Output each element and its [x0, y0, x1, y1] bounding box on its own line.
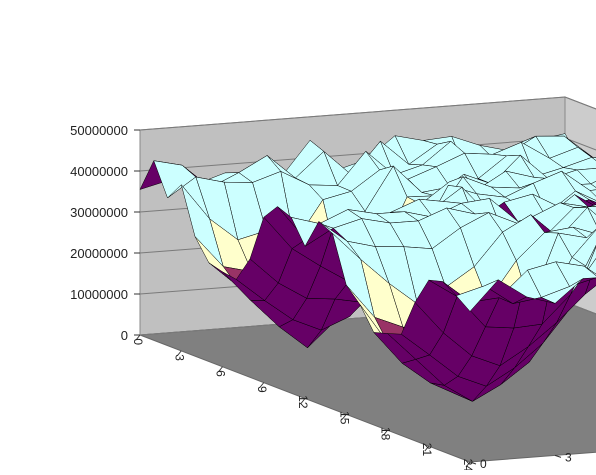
z-tick-label: 0 — [121, 328, 128, 343]
x-tick-label: 9 — [255, 386, 269, 393]
z-tick-label: 40000000 — [70, 164, 128, 179]
x-tick-label: 24 — [461, 459, 475, 470]
z-tick-label: 50000000 — [70, 123, 128, 138]
x-tick-label: 6 — [214, 370, 228, 377]
y-tick-label: 3 — [565, 450, 572, 464]
z-axis-ticks: 0 10000000 20000000 30000000 40000000 5000000… — [70, 123, 140, 343]
x-tick-label: 12 — [296, 395, 310, 409]
x-tick-label: 15 — [337, 411, 351, 425]
y-tick-mark — [555, 455, 561, 457]
z-tick-label: 20000000 — [70, 246, 128, 261]
x-tick-label: 3 — [172, 354, 186, 361]
z-tick-label: 10000000 — [70, 287, 128, 302]
x-tick-label: 0 — [131, 338, 145, 345]
x-tick-label: 21 — [420, 443, 434, 457]
x-tick-label: 18 — [379, 427, 393, 441]
y-tick-label: 0 — [480, 457, 487, 470]
z-tick-label: 30000000 — [70, 205, 128, 220]
